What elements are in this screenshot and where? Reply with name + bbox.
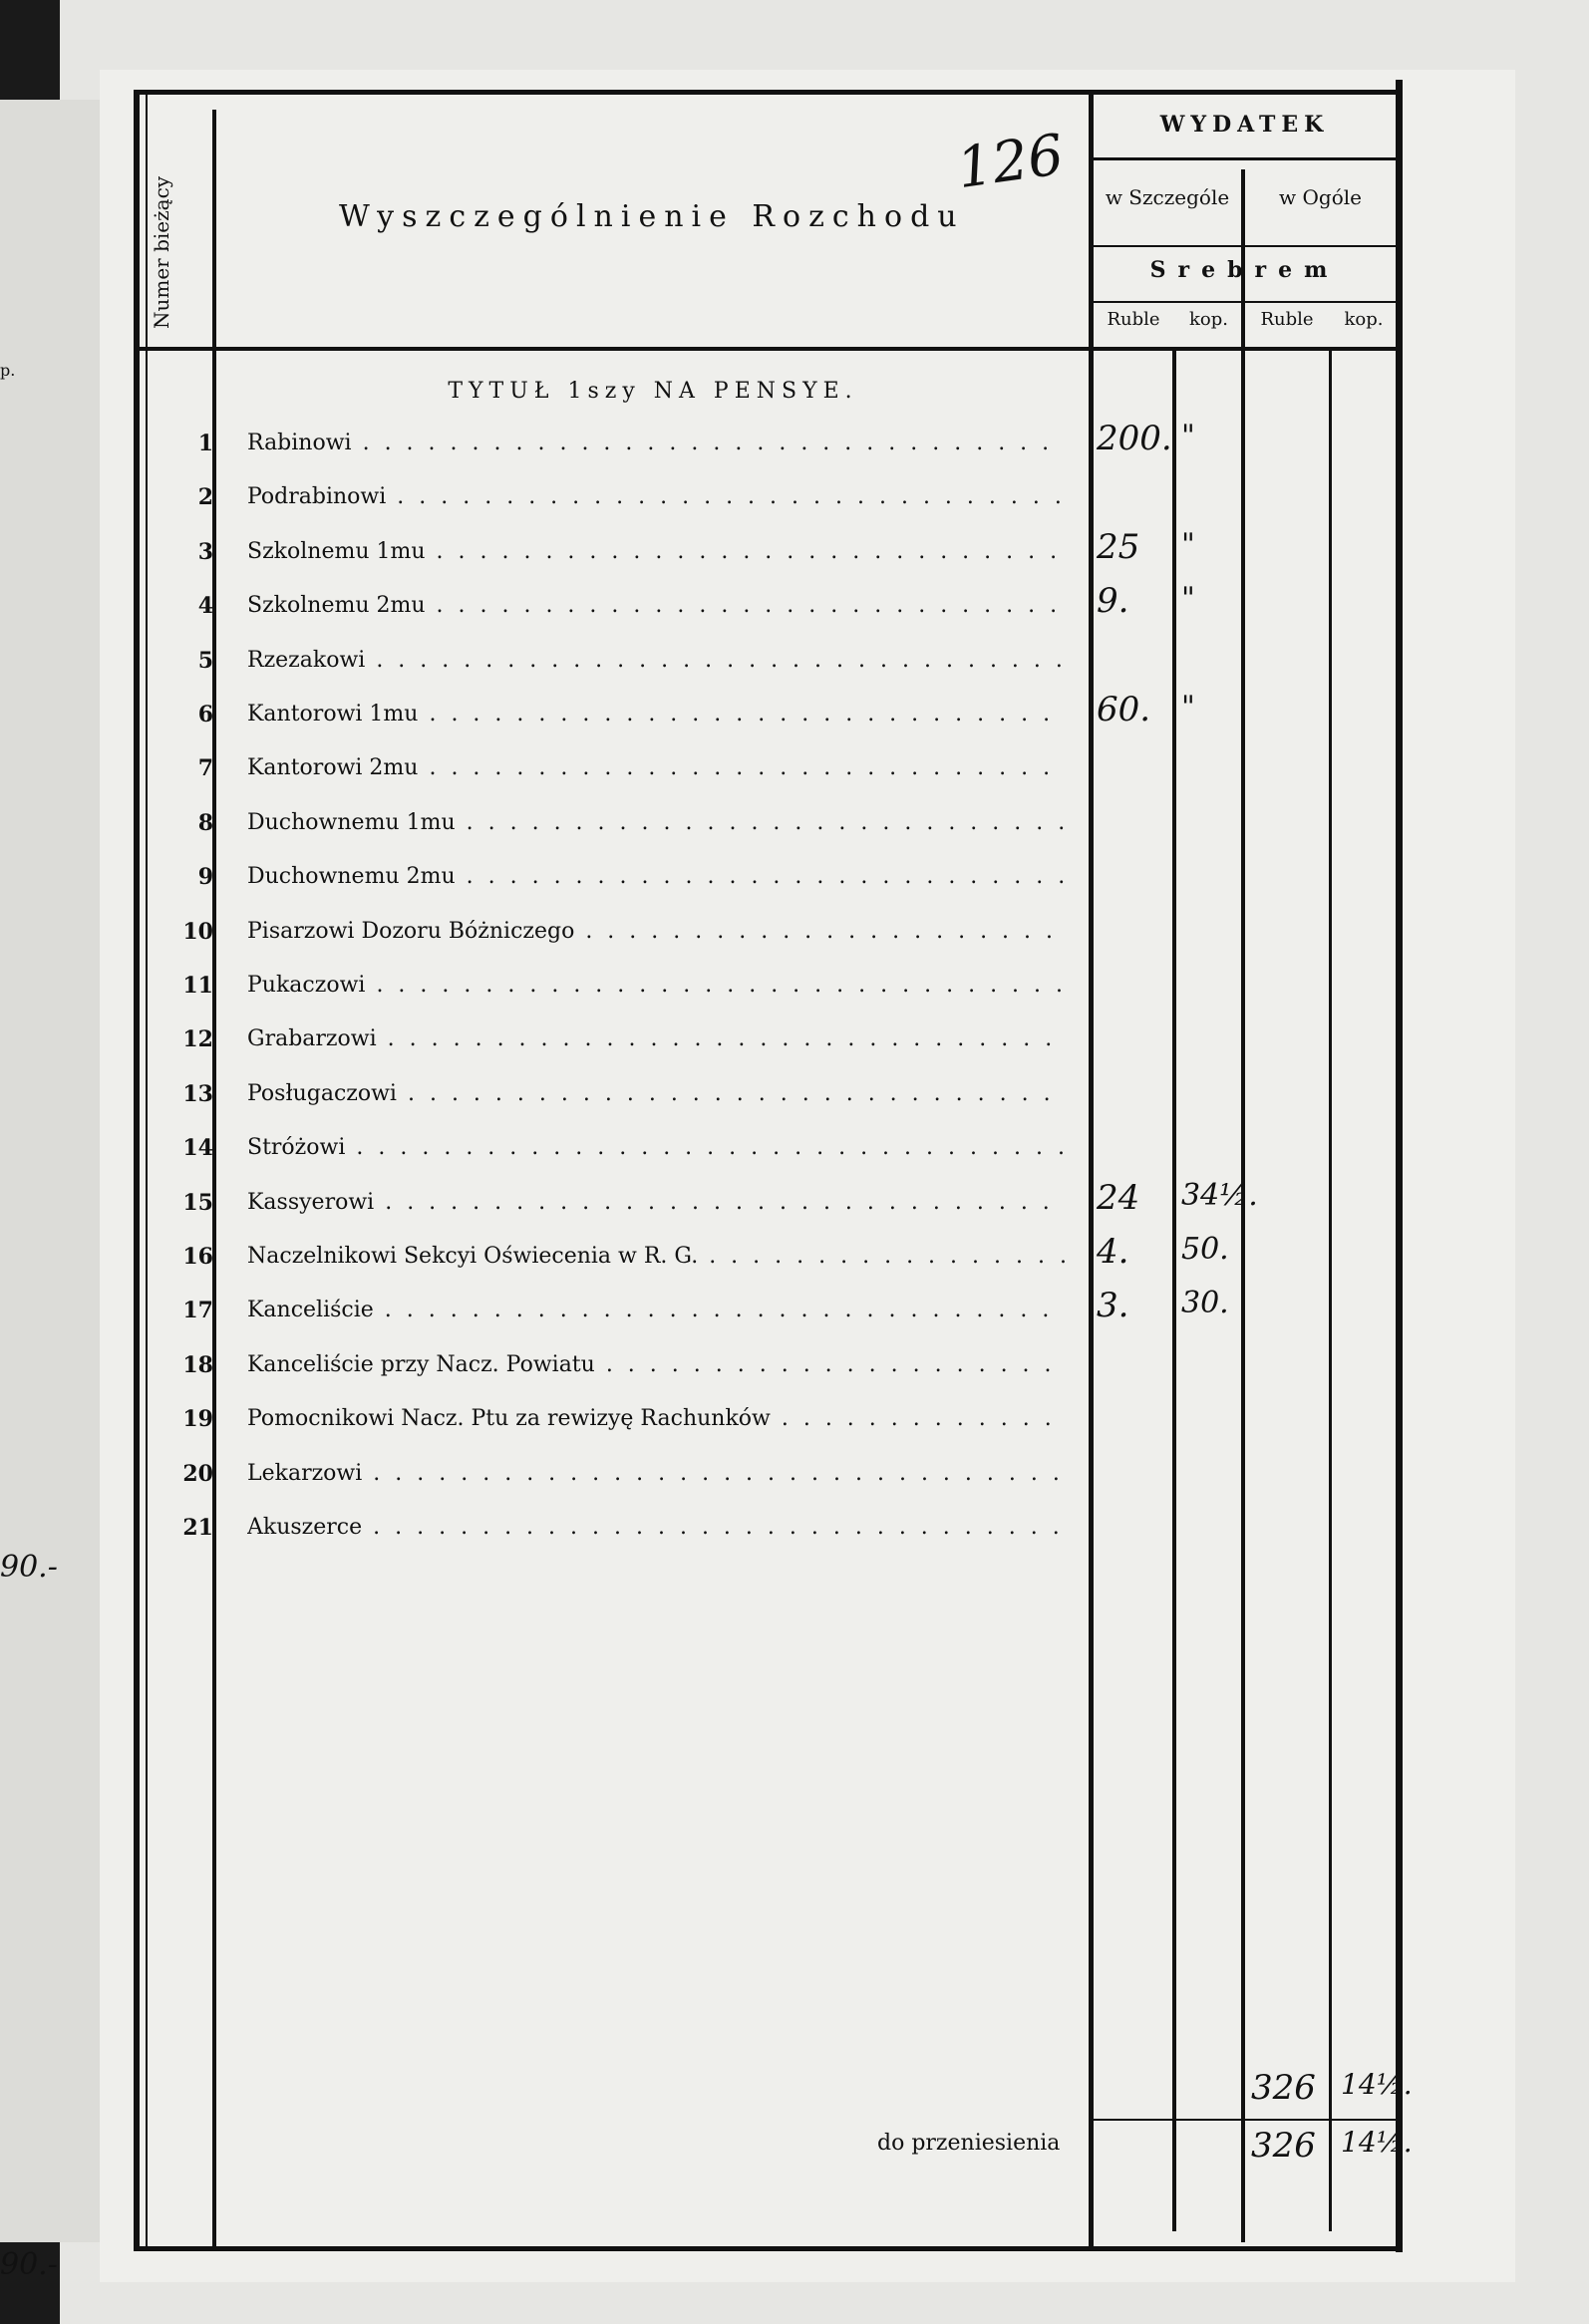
row-label: Pomocnikowi Nacz. Ptu za rewizyę Rachunk…	[247, 1406, 1065, 1431]
row-label: Kassyerowi	[247, 1190, 1065, 1215]
row-number: 6	[197, 702, 213, 727]
total-kop: 14½.	[1341, 2068, 1413, 2101]
row-label: Kanceliście przy Nacz. Powiatu	[247, 1352, 1065, 1377]
row-rubles: 9.	[1097, 581, 1129, 622]
row-number: 4	[197, 593, 213, 620]
header-bottom-line	[140, 347, 1398, 351]
row-number: 11	[182, 973, 213, 999]
row-label: Duchownemu 2mu	[247, 864, 1065, 889]
row-label: Szkolnemu 1mu	[247, 539, 1065, 564]
currency-header: Srebrem	[1149, 257, 1340, 283]
total-kop-column-line	[1329, 348, 1332, 2231]
row-rubles: 200.	[1097, 419, 1172, 458]
left-page-fragment: p. 90.- 90.-	[0, 100, 104, 2282]
row-label: Kanceliście	[247, 1298, 1065, 1322]
row-kop: 50.	[1181, 1232, 1229, 1267]
frame-right	[1396, 80, 1403, 2252]
fragment-text: p.	[0, 361, 16, 380]
row-number: 18	[182, 1351, 213, 1378]
row-kop: "	[1181, 581, 1195, 617]
section-title: TYTUŁ 1szy NA PENSYE.	[448, 379, 858, 404]
carry-kop: 14½.	[1341, 2126, 1413, 2159]
total-column-line	[1241, 169, 1245, 2242]
row-number: 12	[182, 1026, 213, 1053]
row-label: Posługaczowi	[247, 1081, 1065, 1106]
total-rubles: 326	[1251, 2068, 1316, 2108]
row-rubles: 3.	[1097, 1286, 1129, 1326]
total-line	[1094, 2119, 1396, 2121]
row-label: Akuszerce	[247, 1515, 1065, 1540]
kop-header: kop.	[1344, 309, 1384, 330]
description-header: Wyszczególnienie Rozchodu	[339, 199, 965, 234]
frame-left	[134, 92, 140, 2249]
header-line	[1094, 245, 1396, 247]
row-number: 10	[182, 918, 213, 945]
row-label: Pisarzowi Dozoru Bóżniczego	[247, 919, 1065, 944]
row-number: 7	[197, 755, 213, 782]
row-label: Grabarzowi	[247, 1026, 1065, 1051]
row-number: 20	[182, 1460, 213, 1487]
row-kop: "	[1181, 419, 1195, 453]
row-number: 17	[182, 1298, 213, 1324]
row-kop: "	[1181, 690, 1195, 725]
row-number: 21	[182, 1515, 213, 1541]
number-column-header: Numer bieżący	[150, 175, 173, 329]
row-number: 16	[182, 1244, 213, 1270]
frame-bottom	[134, 2246, 1403, 2251]
row-label: Podrabinowi	[247, 484, 1065, 509]
kop-header: kop.	[1189, 309, 1228, 330]
row-label: Rzezakowi	[247, 648, 1065, 673]
frame-inner-left	[146, 92, 148, 2249]
row-label: Naczelnikowi Sekcyi Oświecenia w R. G.	[247, 1244, 1065, 1269]
row-rubles: 24	[1097, 1177, 1140, 1218]
total-header: w Ogóle	[1279, 185, 1362, 209]
row-number: 9	[197, 864, 213, 891]
number-column-line	[212, 110, 216, 2247]
row-rubles: 25	[1097, 526, 1140, 567]
row-label: Stróżowi	[247, 1135, 1065, 1160]
kop-column-line	[1172, 348, 1176, 2231]
fragment-text: 90.-	[0, 2247, 58, 2282]
row-number: 15	[182, 1189, 213, 1216]
wydatek-header: WYDATEK	[1159, 112, 1330, 138]
row-label: Kantorowi 1mu	[247, 702, 1065, 726]
fragment-text: 90.-	[0, 1550, 58, 1585]
row-number: 14	[182, 1135, 213, 1162]
row-label: Szkolnemu 2mu	[247, 593, 1065, 618]
row-label: Lekarzowi	[247, 1461, 1065, 1486]
detail-header: w Szczególe	[1105, 185, 1230, 209]
row-number: 13	[182, 1080, 213, 1107]
row-number: 5	[197, 647, 213, 674]
header-line	[1094, 157, 1396, 160]
row-label: Kantorowi 2mu	[247, 755, 1065, 780]
carry-forward-label: do przeniesienia	[877, 2131, 1061, 2156]
row-number: 8	[197, 809, 213, 836]
row-kop: "	[1181, 526, 1195, 562]
row-label: Pukaczowi	[247, 973, 1065, 998]
frame-top	[134, 90, 1403, 95]
row-kop: 34½.	[1181, 1177, 1258, 1213]
row-number: 1	[197, 431, 213, 456]
row-kop: 30.	[1181, 1286, 1229, 1321]
rubles-header: Ruble	[1107, 309, 1160, 330]
row-rubles: 60.	[1097, 690, 1151, 729]
wydatek-column-line	[1089, 92, 1094, 2249]
row-rubles: 4.	[1097, 1232, 1129, 1272]
rubles-header: Ruble	[1260, 309, 1314, 330]
carry-rubles: 326	[1251, 2126, 1316, 2166]
row-number: 19	[182, 1406, 213, 1433]
row-label: Rabinowi	[247, 431, 1065, 455]
row-number: 3	[197, 538, 213, 565]
row-number: 2	[197, 484, 213, 511]
header-line	[1094, 301, 1396, 303]
row-label: Duchownemu 1mu	[247, 810, 1065, 835]
